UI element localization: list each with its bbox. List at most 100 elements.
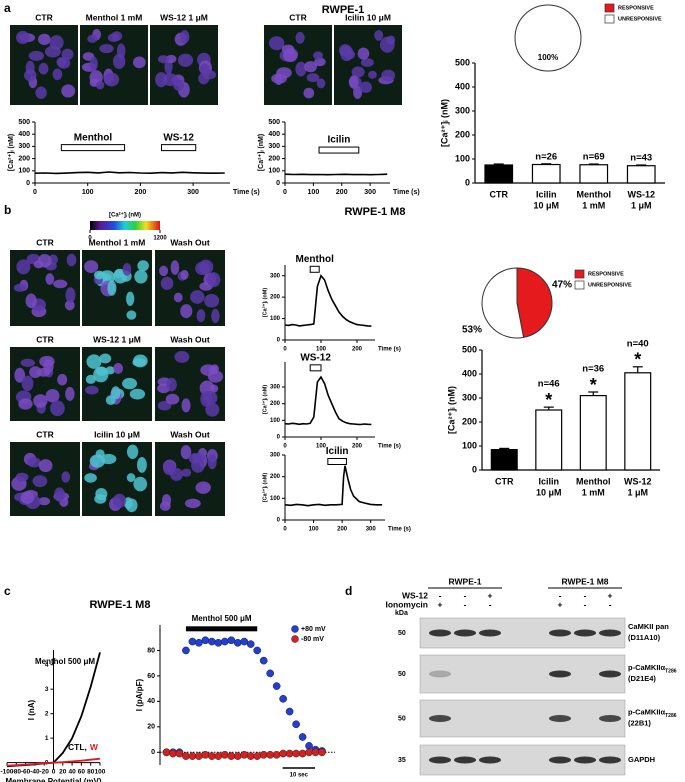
- cell: [271, 73, 287, 84]
- legend-swatch: [574, 280, 585, 290]
- blot-band: [574, 756, 596, 764]
- cell: [87, 34, 98, 43]
- cell: [89, 454, 106, 468]
- cell: [107, 280, 117, 296]
- treatment-sign: -: [609, 599, 612, 609]
- cell: [126, 310, 137, 320]
- band-clone: (22B1): [628, 718, 651, 727]
- cell: [208, 365, 218, 374]
- cell: [181, 398, 191, 413]
- cell: [89, 56, 98, 71]
- x-tick-label: 200: [135, 189, 147, 196]
- cell: [14, 367, 26, 383]
- y-axis-label: [Ca²⁺]ᵢ (nM): [261, 385, 268, 415]
- scale-bar-label: 10 sec: [290, 773, 309, 779]
- x-tick-label: -20: [39, 768, 49, 775]
- cell: [86, 354, 102, 369]
- legend-label: -80 mV: [301, 636, 324, 643]
- cell: [344, 50, 356, 60]
- y-tick-label: 40: [147, 698, 155, 705]
- x-tick-label: 1 mM: [582, 487, 605, 497]
- cell: [209, 384, 219, 393]
- data-point: [182, 752, 190, 760]
- blot-band: [549, 715, 571, 722]
- cell: [195, 481, 211, 494]
- cell: [45, 388, 60, 403]
- y-tick-label: 400: [455, 81, 470, 91]
- cell: [134, 269, 148, 284]
- stimulus-label: Menthol: [74, 132, 113, 143]
- treatment-sign: +: [488, 590, 493, 600]
- x-tick-label: 0: [283, 444, 287, 450]
- cell: [21, 375, 34, 392]
- data-point: [233, 638, 242, 647]
- stimulus-label: Icilin: [328, 135, 351, 146]
- treatment-sign: -: [489, 599, 492, 609]
- x-tick-label: 100: [316, 347, 327, 353]
- data-point: [246, 752, 255, 760]
- cell: [32, 475, 48, 488]
- cell: [202, 390, 218, 405]
- cell: [137, 456, 147, 473]
- stimulus-label: WS-12: [163, 132, 194, 143]
- data-point: [208, 752, 216, 760]
- x-tick-label: 1 μM: [627, 487, 648, 497]
- image-label: CTR: [35, 12, 52, 22]
- cell: [386, 35, 396, 45]
- y-tick-label: 400: [462, 368, 477, 378]
- cell: [20, 358, 36, 367]
- cell: [357, 47, 370, 60]
- cell: [122, 377, 138, 390]
- cell: [15, 472, 29, 482]
- data-point: [169, 749, 177, 758]
- image-label: Menthol 1 mM: [89, 237, 146, 247]
- data-point: [201, 750, 210, 759]
- cell: [180, 445, 192, 460]
- y-axis-label: I (nA): [27, 699, 36, 720]
- row-label: WS-12: [402, 590, 428, 600]
- data-point: [272, 682, 281, 690]
- image-label: WS-12 1 μM: [160, 12, 208, 22]
- data-point: [220, 637, 229, 646]
- series-label: W: [90, 742, 99, 752]
- cell: [155, 72, 168, 88]
- cell: [368, 70, 377, 79]
- data-point: [253, 646, 262, 655]
- cell: [28, 50, 45, 61]
- cell: [359, 81, 372, 93]
- cell: [125, 291, 135, 306]
- data-point: [195, 752, 203, 760]
- cell: [184, 498, 201, 509]
- y-tick-label: 500: [455, 57, 470, 67]
- x-tick-label: 0: [33, 189, 37, 196]
- x-axis-label: Time (s): [233, 189, 260, 196]
- cell: [129, 388, 146, 400]
- y-tick-label: 1: [45, 735, 49, 742]
- significance-star: *: [590, 375, 597, 395]
- note: CTL,: [68, 742, 87, 752]
- data-point: [285, 749, 294, 758]
- data-point: [233, 752, 242, 760]
- x-tick-label: 200: [352, 347, 363, 353]
- cell: [56, 57, 67, 67]
- blot-band: [429, 629, 451, 637]
- treatment-sign: -: [584, 590, 587, 600]
- blot-band: [549, 670, 571, 678]
- legend-label: RESPONSIVE: [618, 5, 654, 11]
- blot-band: [599, 756, 621, 764]
- x-tick-label: Menthol: [576, 476, 611, 486]
- x-tick-label: 0: [283, 189, 287, 196]
- y-tick-label: 0: [465, 177, 470, 187]
- y-tick-label: 0: [151, 749, 155, 756]
- cell: [61, 471, 71, 483]
- cell: [348, 75, 359, 89]
- n-label: n=46: [538, 379, 560, 390]
- bar: [531, 163, 561, 184]
- data-point: [227, 752, 236, 760]
- data-point: [292, 749, 300, 758]
- cell: [99, 353, 112, 364]
- panel-title: RWPE-1 M8: [90, 599, 151, 611]
- data-line: [284, 375, 372, 426]
- y-tick-label: 0: [277, 338, 281, 344]
- x-tick-label: 80: [87, 768, 95, 775]
